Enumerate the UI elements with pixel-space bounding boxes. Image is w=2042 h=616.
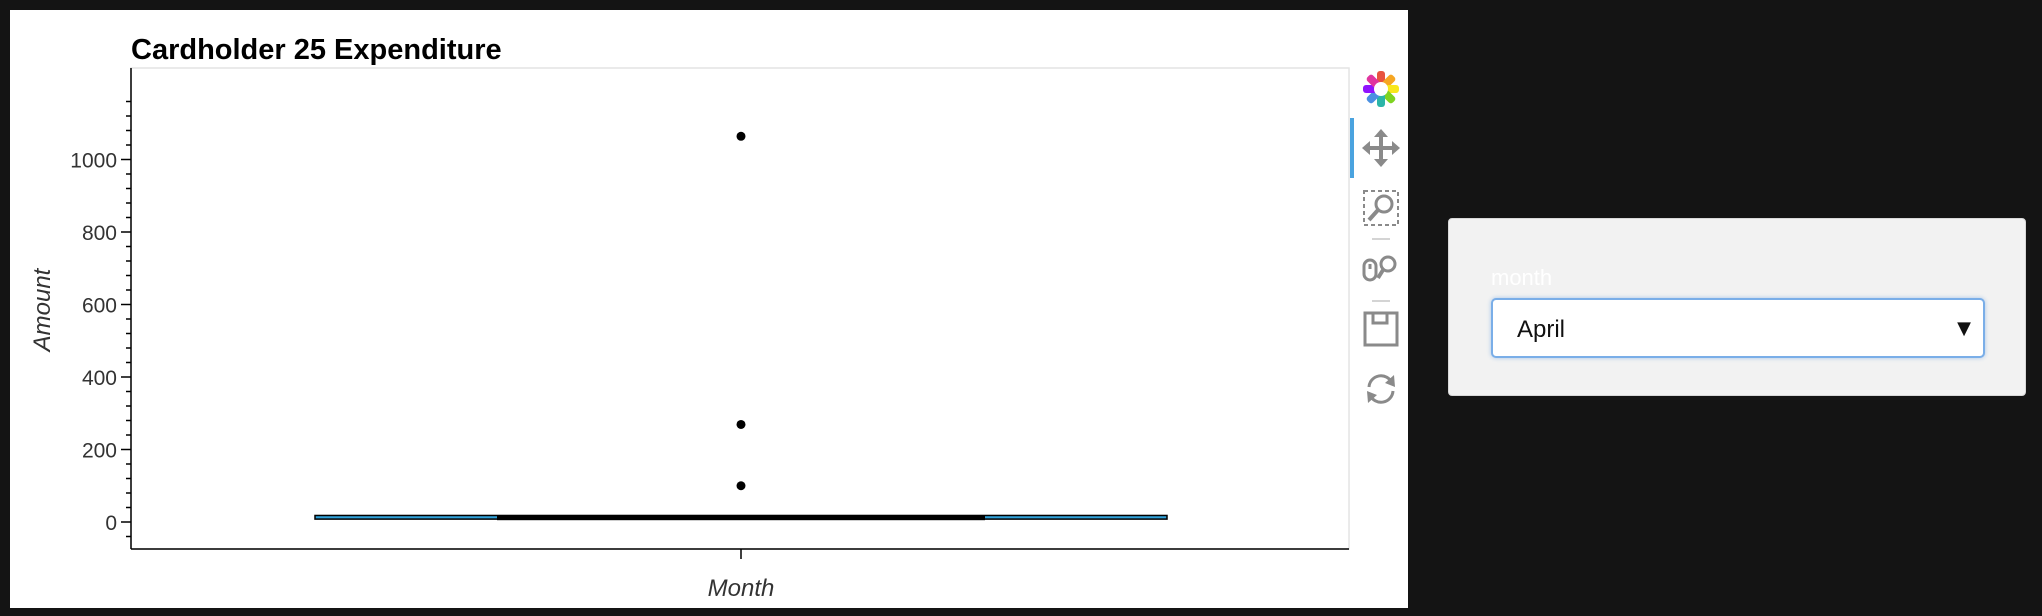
chart-marks [314, 131, 1168, 521]
y-axis: 0 200 400 600 800 1000 [70, 68, 132, 549]
widget-panel: month April ▼ [1448, 218, 2026, 396]
month-select-value: April [1517, 316, 1566, 343]
y-tick-label: 1000 [70, 150, 117, 173]
x-axis-label: Month [708, 575, 775, 602]
plot-area[interactable] [130, 67, 1350, 550]
box-zoom-icon[interactable] [1358, 185, 1404, 231]
y-tick-label: 800 [82, 222, 117, 245]
y-axis-label: Amount [29, 267, 56, 353]
reset-icon[interactable] [1358, 366, 1404, 412]
chevron-down-icon: ▼ [1957, 318, 1971, 339]
y-tick-label: 400 [82, 367, 117, 390]
outlier-point [736, 481, 746, 491]
outlier-point [736, 419, 746, 429]
toolbar-divider [1372, 238, 1390, 240]
chart-title: Cardholder 25 Expenditure [131, 34, 502, 66]
outlier-point [736, 131, 746, 141]
wheel-zoom-icon[interactable] [1358, 245, 1404, 291]
y-tick-label: 0 [105, 512, 117, 535]
month-select-label: month [1491, 265, 1553, 290]
y-tick-label: 200 [82, 440, 117, 463]
bokeh-logo-icon[interactable] [1358, 66, 1404, 112]
x-axis [131, 548, 1349, 559]
active-tool-indicator [1350, 118, 1354, 178]
y-tick-label: 600 [82, 295, 117, 318]
pan-icon[interactable] [1358, 125, 1404, 171]
month-select[interactable]: April ▼ [1491, 298, 1985, 358]
chart: Cardholder 25 Expenditure 0 200 400 600 800 1… [29, 34, 1350, 602]
chart-toolbar [1350, 10, 1406, 430]
save-icon[interactable] [1358, 306, 1404, 352]
plot-panel: Cardholder 25 Expenditure 0 200 400 600 800 1… [10, 10, 1408, 608]
toolbar-divider [1372, 300, 1390, 302]
